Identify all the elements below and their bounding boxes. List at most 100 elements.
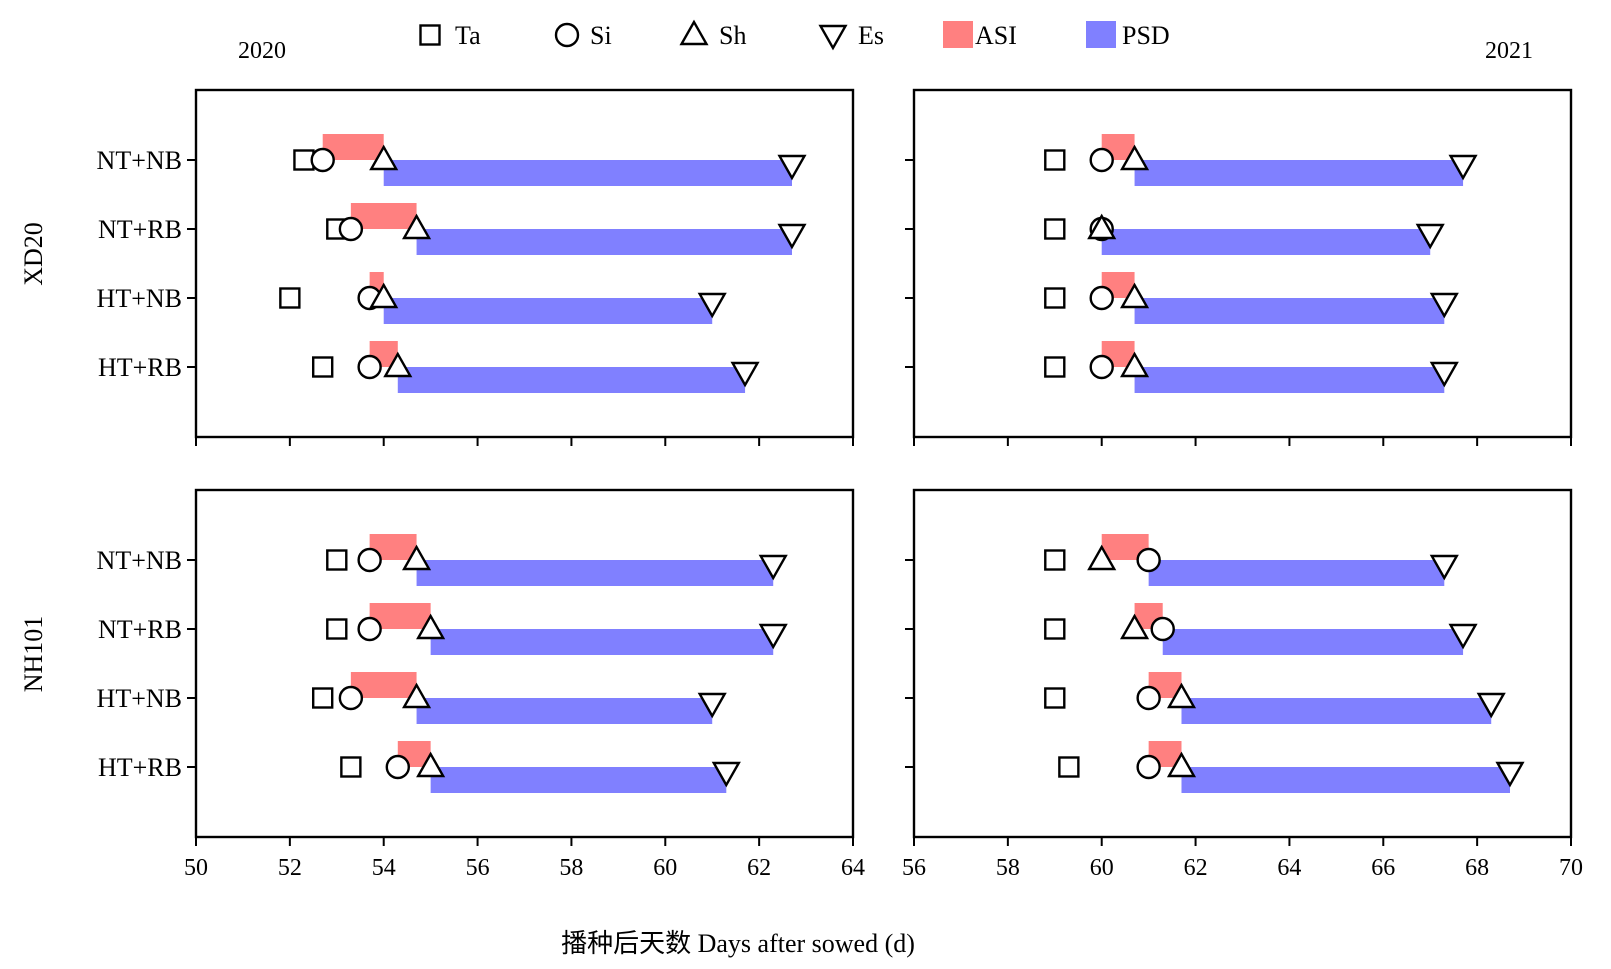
si-point-marker [338,685,364,711]
panel-nh101-2020: 50 52 54 56 58 60 62 64 NT+NB NT+RB HT+NB HT+RB [97,488,865,881]
sh-point-marker [1120,613,1150,640]
sh-point-marker [402,544,432,571]
es-point-marker [758,623,788,650]
sh-point-marker [416,613,446,640]
legend-psd-swatch-icon [1086,21,1116,48]
x-tick-label: 60 [653,855,677,881]
x-tick-label: 52 [278,855,302,881]
legend: Ta Si Sh Es ASI PSD [419,19,1170,51]
plot-frame [194,488,855,839]
y-tick-label: NT+NB [97,146,182,175]
plot-frame [194,88,855,439]
si-point-marker [357,354,382,380]
y-tick-label: NT+RB [98,615,182,644]
x-tick-label: 54 [372,855,396,881]
year-label-2021: 2021 [1485,38,1533,64]
y-tick-label: HT+NB [97,684,182,713]
psd-bar [383,160,792,186]
psd-bar [430,629,774,655]
year-label-2020: 2020 [238,38,286,64]
es-point-marker [1415,223,1445,250]
ta-point-marker [1058,756,1080,778]
y-tick-label: NT+NB [97,546,182,575]
y-tick-label: NT+RB [98,215,182,244]
panel-xd20-2020: NT+NB NT+RB HT+NB HT+RB [97,88,855,446]
legend-asi-label: ASI [975,21,1017,50]
ta-point-marker [326,618,348,640]
es-point-marker [730,361,760,388]
si-point-marker [1136,754,1161,780]
sh-point-marker [1120,351,1150,378]
es-point-marker [1448,623,1478,650]
legend-ta-marker-icon [419,24,441,46]
si-point-marker [1089,354,1114,380]
ta-point-marker [1044,287,1066,309]
x-tick-label: 56 [466,855,490,881]
row-group-label-nh101: NH101 [19,616,48,693]
si-point-marker [1136,547,1161,573]
plot-frame [912,88,1573,439]
psd-bar [1134,298,1445,324]
legend-sh-marker-icon [679,19,709,46]
sh-point-marker [383,351,413,378]
psd-bar [1181,698,1492,724]
sh-point-marker [416,751,446,778]
legend-es-marker-icon [818,24,848,51]
x-tick-label: 58 [559,855,583,881]
es-point-marker [1429,554,1459,581]
ta-point-marker [1044,618,1066,640]
legend-ta-label: Ta [455,21,481,50]
y-tick-label: HT+NB [97,284,182,313]
y-tick-label: HT+RB [98,353,182,382]
psd-bar [416,229,792,255]
x-tick-label: 68 [1465,855,1489,881]
x-tick-label: 60 [1090,855,1114,881]
es-point-marker [697,292,727,319]
sh-point-marker [402,213,432,240]
legend-asi-swatch-icon [943,21,973,48]
psd-bar [1101,229,1431,255]
ta-point-marker [340,756,362,778]
psd-bar [397,367,746,393]
si-point-marker [1089,147,1114,173]
ta-point-marker [1044,356,1066,378]
panel-nh101-2021: 56 58 60 62 64 66 68 70 [902,488,1583,881]
es-point-marker [1448,154,1478,181]
legend-sh-label: Sh [719,21,746,50]
es-point-marker [1429,361,1459,388]
psd-bar [416,560,774,586]
legend-es-label: Es [858,21,884,50]
psd-bar [1148,560,1445,586]
si-point-marker [357,616,382,642]
si-point-marker [1150,616,1175,642]
x-tick-label: 70 [1559,855,1583,881]
legend-psd-label: PSD [1122,21,1170,50]
row-group-label-xd20: XD20 [19,222,48,286]
ta-point-marker [1044,149,1066,171]
si-point-marker [1089,285,1114,311]
sh-point-marker [1120,144,1150,171]
si-point-marker [310,147,335,173]
psd-bar [416,698,713,724]
x-tick-label: 50 [184,855,208,881]
legend-si-marker-icon [554,22,580,48]
x-axis-label: 播种后天数 Days after sowed (d) [561,929,915,958]
psd-bar [383,298,713,324]
psd-bar [1134,367,1445,393]
si-point-marker [338,216,364,242]
panel-xd20-2021 [905,88,1573,446]
legend-si-label: Si [590,21,612,50]
sh-point-marker [1166,682,1197,709]
es-point-marker [1495,761,1525,788]
x-tick-label: 64 [841,855,865,881]
si-point-marker [385,754,410,780]
es-point-marker [777,223,807,250]
es-point-marker [777,154,807,181]
es-point-marker [1429,292,1459,319]
sh-point-marker [369,282,399,309]
ta-point-marker [1044,218,1066,240]
x-tick-label: 64 [1277,855,1301,881]
ta-point-marker [312,687,334,709]
psd-bar [1134,160,1464,186]
